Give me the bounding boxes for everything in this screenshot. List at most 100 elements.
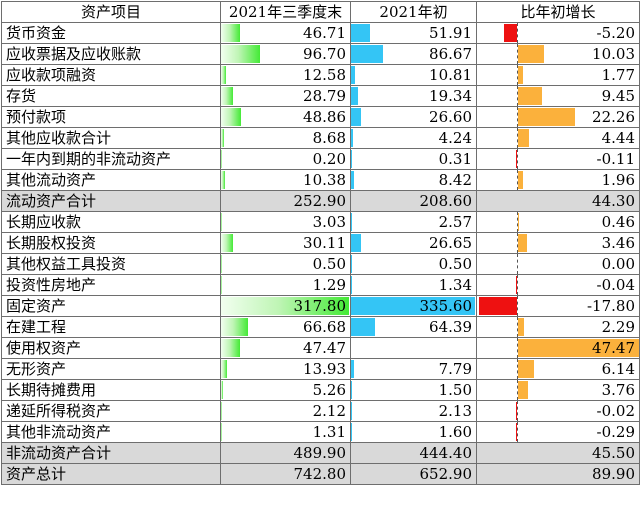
start-bar bbox=[351, 108, 361, 126]
row-name: 固定资产 bbox=[1, 295, 221, 317]
growth-cell-value: 10.03 bbox=[592, 45, 635, 63]
start-cell-value: 0.31 bbox=[438, 150, 472, 168]
growth-cell: 3.46 bbox=[476, 232, 640, 254]
growth-cell: -0.02 bbox=[476, 400, 640, 422]
q3-cell-value: 252.90 bbox=[293, 192, 347, 210]
start-cell: 0.31 bbox=[350, 148, 477, 170]
start-bar bbox=[351, 129, 353, 147]
q3-cell-value: 1.29 bbox=[312, 276, 346, 294]
header-growth: 比年初增长 bbox=[476, 1, 640, 23]
table-row: 长期股权投资 30.11 26.65 3.46 bbox=[1, 232, 640, 254]
start-cell: 335.60 bbox=[350, 295, 477, 317]
start-bar bbox=[351, 360, 354, 378]
start-cell: 444.40 bbox=[350, 442, 477, 464]
growth-bar bbox=[516, 402, 517, 420]
header-q3: 2021年三季度末 bbox=[220, 1, 351, 23]
growth-bar bbox=[518, 381, 528, 399]
growth-cell: 0.00 bbox=[476, 253, 640, 275]
growth-bar bbox=[518, 318, 524, 336]
q3-cell: 2.12 bbox=[220, 400, 351, 422]
q3-bar bbox=[221, 339, 241, 357]
q3-bar bbox=[221, 318, 248, 336]
q3-cell: 742.80 bbox=[220, 463, 351, 485]
q3-cell-value: 10.38 bbox=[303, 171, 346, 189]
table-row: 长期待摊费用 5.26 1.50 3.76 bbox=[1, 379, 640, 401]
growth-axis bbox=[517, 149, 518, 169]
start-cell: 4.24 bbox=[350, 127, 477, 149]
q3-cell: 0.50 bbox=[220, 253, 351, 275]
growth-cell: 1.77 bbox=[476, 64, 640, 86]
start-cell-value: 26.60 bbox=[429, 108, 472, 126]
q3-cell-value: 3.03 bbox=[312, 213, 346, 231]
q3-bar bbox=[221, 66, 227, 84]
start-bar bbox=[351, 234, 361, 252]
growth-bar bbox=[518, 66, 523, 84]
start-cell: 26.60 bbox=[350, 106, 477, 128]
growth-axis bbox=[517, 422, 518, 442]
start-cell-value: 1.60 bbox=[438, 423, 472, 441]
q3-cell: 1.31 bbox=[220, 421, 351, 443]
q3-cell: 12.58 bbox=[220, 64, 351, 86]
start-cell: 2.57 bbox=[350, 211, 477, 233]
start-cell: 26.65 bbox=[350, 232, 477, 254]
q3-bar bbox=[221, 108, 241, 126]
growth-cell: 4.44 bbox=[476, 127, 640, 149]
table-row: 其他应收款合计 8.68 4.24 4.44 bbox=[1, 127, 640, 149]
start-cell-value: 4.24 bbox=[438, 129, 472, 147]
q3-bar bbox=[221, 360, 227, 378]
growth-cell-value: 2.29 bbox=[601, 318, 635, 336]
growth-cell-value: 1.77 bbox=[601, 66, 635, 84]
growth-cell: 44.30 bbox=[476, 190, 640, 212]
q3-cell: 252.90 bbox=[220, 190, 351, 212]
row-name: 无形资产 bbox=[1, 358, 221, 380]
growth-axis bbox=[517, 380, 518, 400]
table-row: 使用权资产 47.47 47.47 bbox=[1, 337, 640, 359]
growth-cell-value: 44.30 bbox=[592, 192, 635, 210]
row-name: 长期待摊费用 bbox=[1, 379, 221, 401]
start-cell bbox=[350, 337, 477, 359]
q3-cell-value: 317.80 bbox=[293, 297, 347, 315]
growth-cell-value: 3.46 bbox=[601, 234, 635, 252]
growth-cell-value: -5.20 bbox=[596, 24, 635, 42]
q3-cell-value: 12.58 bbox=[303, 66, 346, 84]
growth-cell: 45.50 bbox=[476, 442, 640, 464]
growth-axis bbox=[517, 107, 518, 127]
growth-cell: 0.46 bbox=[476, 211, 640, 233]
start-cell-value: 86.67 bbox=[429, 45, 472, 63]
table-row: 长期应收款 3.03 2.57 0.46 bbox=[1, 211, 640, 233]
growth-cell-value: 0.46 bbox=[601, 213, 635, 231]
start-cell: 2.13 bbox=[350, 400, 477, 422]
row-name: 投资性房地产 bbox=[1, 274, 221, 296]
table-row: 投资性房地产 1.29 1.34 -0.04 bbox=[1, 274, 640, 296]
growth-cell: -0.29 bbox=[476, 421, 640, 443]
table-row: 存货 28.79 19.34 9.45 bbox=[1, 85, 640, 107]
start-bar bbox=[351, 24, 371, 42]
growth-bar bbox=[518, 171, 523, 189]
start-cell: 86.67 bbox=[350, 43, 477, 65]
growth-axis bbox=[517, 275, 518, 295]
growth-axis bbox=[517, 65, 518, 85]
growth-cell: 9.45 bbox=[476, 85, 640, 107]
row-name: 存货 bbox=[1, 85, 221, 107]
growth-axis bbox=[517, 359, 518, 379]
row-name: 应收款项融资 bbox=[1, 64, 221, 86]
start-cell-value: 0.50 bbox=[438, 255, 472, 273]
q3-bar bbox=[221, 87, 233, 105]
growth-bar bbox=[518, 45, 544, 63]
table-row: 预付款项 48.86 26.60 22.26 bbox=[1, 106, 640, 128]
growth-axis bbox=[517, 401, 518, 421]
start-cell: 10.81 bbox=[350, 64, 477, 86]
growth-cell: 10.03 bbox=[476, 43, 640, 65]
start-bar bbox=[351, 87, 359, 105]
start-bar bbox=[351, 381, 352, 399]
growth-cell-value: -0.02 bbox=[596, 402, 635, 420]
growth-cell-value: 47.47 bbox=[592, 339, 635, 357]
start-cell-value bbox=[472, 339, 476, 357]
q3-cell: 317.80 bbox=[220, 295, 351, 317]
growth-cell-value: 22.26 bbox=[592, 108, 635, 126]
row-name: 资产总计 bbox=[1, 463, 221, 485]
q3-bar bbox=[221, 276, 222, 294]
growth-bar bbox=[518, 234, 527, 252]
q3-bar bbox=[221, 297, 349, 315]
row-name: 非流动资产合计 bbox=[1, 442, 221, 464]
